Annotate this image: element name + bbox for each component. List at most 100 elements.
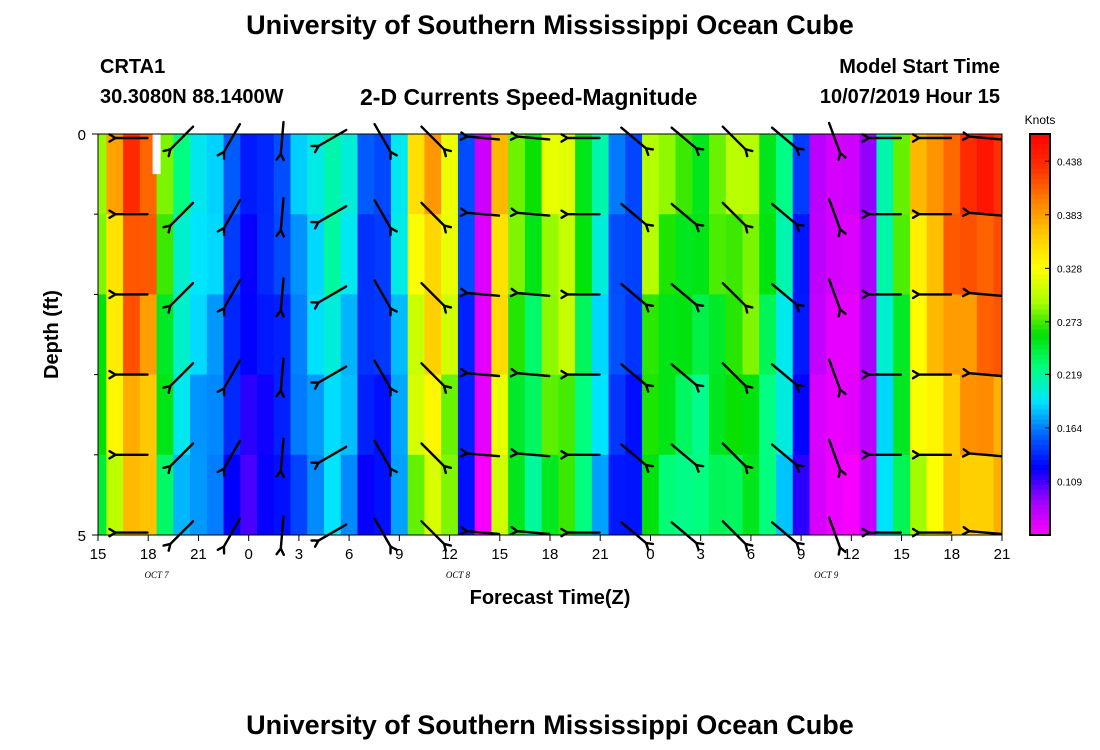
colorbar-tick-label: 0.328 bbox=[1057, 264, 1082, 275]
heatmap-cell bbox=[842, 454, 861, 536]
heatmap-cell bbox=[424, 454, 442, 536]
heatmap-cell bbox=[474, 134, 492, 215]
heatmap-cell bbox=[725, 214, 744, 295]
current-vector-arrow bbox=[560, 527, 601, 538]
heatmap-cell bbox=[692, 214, 710, 295]
current-vector-arrow bbox=[770, 202, 805, 233]
heatmap-cell bbox=[173, 294, 191, 376]
colorbar-segment bbox=[1030, 414, 1050, 421]
colorbar-segment bbox=[1030, 259, 1050, 265]
heatmap-cell bbox=[776, 134, 794, 215]
heatmap-cell bbox=[273, 134, 292, 215]
day-label: OCT 8 bbox=[446, 570, 471, 580]
heatmap-cell bbox=[290, 134, 308, 215]
heatmap-cell bbox=[709, 454, 727, 536]
current-vector-arrow bbox=[721, 125, 754, 158]
heatmap-cell bbox=[307, 374, 325, 456]
heatmap-cell bbox=[859, 374, 877, 456]
heatmap-cell bbox=[926, 134, 944, 215]
heatmap-cell bbox=[943, 374, 961, 456]
heatmap-cell bbox=[508, 294, 526, 376]
current-vector-arrow bbox=[620, 126, 655, 157]
y-tick-label: 5 bbox=[78, 528, 86, 545]
heatmap-cell bbox=[407, 374, 425, 456]
colorbar-segment bbox=[1030, 219, 1050, 225]
heatmap-cell bbox=[909, 294, 928, 376]
current-vector-arrow bbox=[861, 450, 902, 460]
heatmap-cell bbox=[558, 454, 576, 536]
y-tick-label: 0 bbox=[78, 127, 86, 144]
current-vector-arrow bbox=[560, 369, 601, 380]
heatmap-cell bbox=[876, 374, 894, 456]
current-vector-arrow bbox=[216, 279, 242, 317]
heatmap-cell bbox=[424, 134, 442, 215]
heatmap-cell bbox=[842, 134, 861, 215]
day-label: OCT 7 bbox=[145, 570, 170, 580]
heatmap-cell bbox=[709, 214, 727, 295]
heatmap-cell bbox=[826, 294, 844, 376]
current-vector-arrow bbox=[108, 289, 149, 300]
x-tick-label: 21 bbox=[592, 546, 609, 563]
heatmap-cell bbox=[324, 214, 342, 295]
current-vector-arrow bbox=[911, 369, 953, 380]
heatmap-cell bbox=[642, 134, 660, 215]
heatmap-cell bbox=[374, 294, 392, 376]
current-vector-arrow bbox=[420, 442, 453, 475]
heatmap-cell bbox=[139, 454, 158, 536]
heatmap-cell bbox=[139, 374, 158, 456]
heatmap-cell bbox=[407, 214, 425, 295]
colorbar-segment bbox=[1030, 389, 1050, 396]
current-vector-arrow bbox=[911, 209, 953, 219]
heatmap-cell bbox=[960, 454, 978, 536]
heatmap-cell bbox=[340, 454, 358, 536]
heatmap-cell bbox=[792, 134, 810, 215]
colorbar-segment bbox=[1030, 214, 1050, 220]
current-vector-arrow bbox=[459, 207, 501, 218]
heatmap-cell bbox=[976, 454, 995, 536]
heatmap-cell bbox=[859, 454, 877, 536]
heatmap-cell bbox=[826, 454, 844, 536]
colorbar-segment bbox=[1030, 139, 1050, 145]
heatmap-cell bbox=[591, 454, 610, 536]
colorbar-segment bbox=[1030, 369, 1050, 376]
heatmap-cell bbox=[257, 374, 275, 456]
current-vector-arrow bbox=[162, 201, 195, 234]
heatmap-cell bbox=[424, 294, 442, 376]
current-vector-arrow bbox=[373, 517, 398, 555]
colorbar-segment bbox=[1030, 244, 1050, 250]
heatmap-cell bbox=[474, 214, 492, 295]
colorbar-segment bbox=[1030, 494, 1050, 501]
current-vector-arrow bbox=[861, 527, 902, 538]
current-vector-arrow bbox=[162, 442, 195, 475]
heatmap-cell bbox=[307, 134, 325, 215]
heatmap-cell bbox=[98, 214, 107, 295]
heatmap-cell bbox=[625, 294, 643, 376]
heatmap-cell bbox=[156, 454, 174, 536]
current-vector-arrow bbox=[911, 289, 953, 300]
heatmap-cell bbox=[876, 214, 894, 295]
heatmap-cell bbox=[976, 374, 995, 456]
colorbar-segment bbox=[1030, 284, 1050, 290]
heatmap-cell bbox=[909, 134, 928, 215]
heatmap-cell bbox=[960, 374, 978, 456]
current-vector-arrow bbox=[721, 281, 754, 314]
heatmap-cell bbox=[223, 214, 241, 295]
colorbar-segment bbox=[1030, 364, 1050, 371]
heatmap-cell bbox=[742, 454, 760, 536]
heatmap-cell bbox=[190, 294, 208, 376]
colorbar-segment bbox=[1030, 489, 1050, 496]
heatmap-cell bbox=[123, 374, 141, 456]
current-vector-arrow bbox=[162, 125, 195, 158]
heatmap-cell bbox=[541, 294, 559, 376]
heatmap-cell bbox=[508, 454, 526, 536]
heatmap-cell bbox=[324, 454, 342, 536]
colorbar-segment bbox=[1030, 264, 1050, 270]
heatmap-cell bbox=[725, 454, 744, 536]
heatmap-cell bbox=[223, 294, 241, 376]
current-vector-arrow bbox=[827, 438, 847, 478]
current-vector-arrow bbox=[373, 199, 398, 237]
heatmap-cell bbox=[123, 454, 141, 536]
heatmap-cell bbox=[324, 134, 342, 215]
heatmap-cell bbox=[340, 294, 358, 376]
colorbar-segment bbox=[1030, 154, 1050, 160]
